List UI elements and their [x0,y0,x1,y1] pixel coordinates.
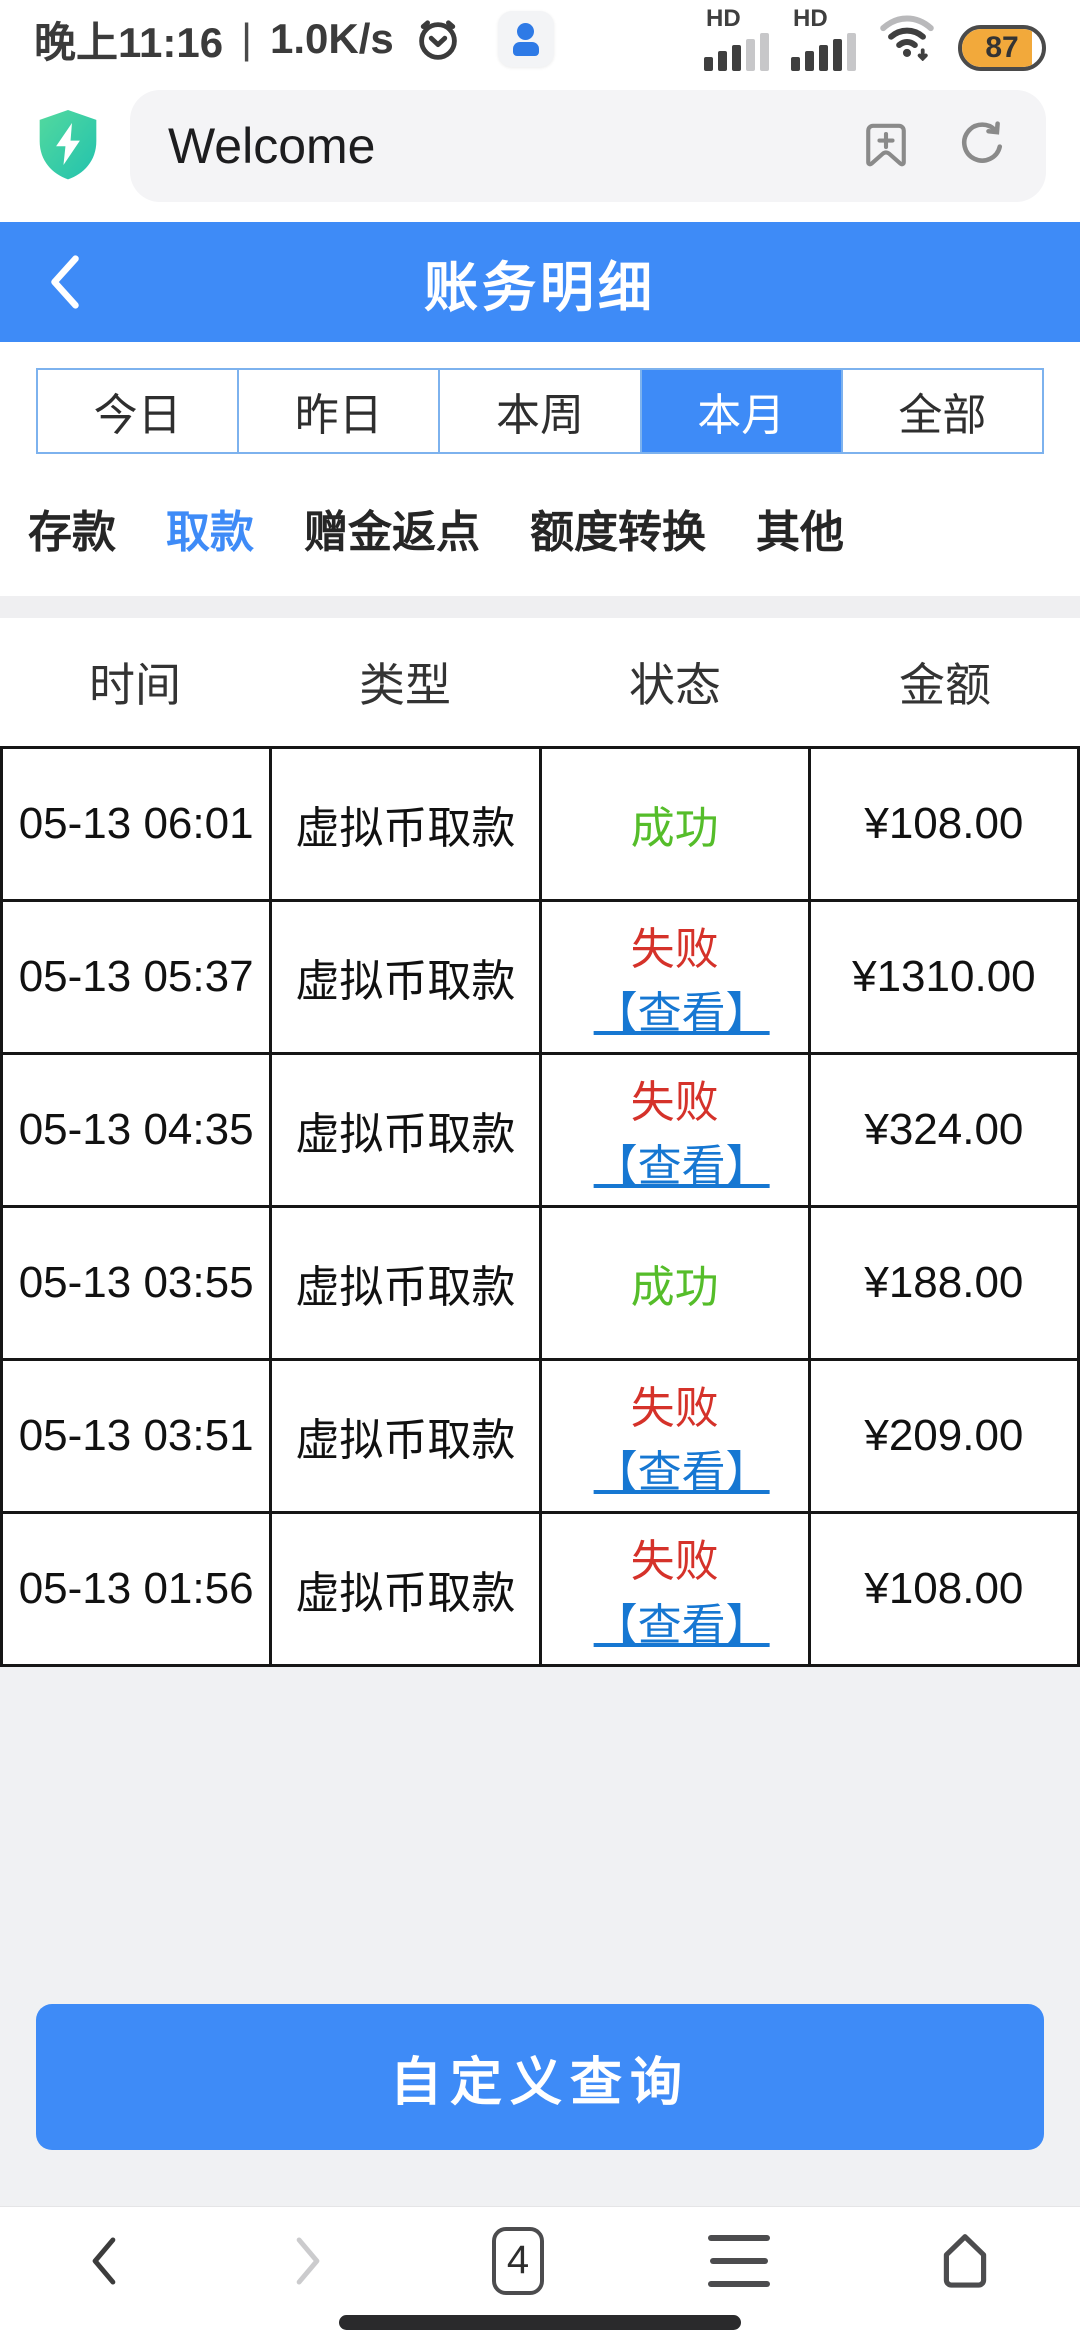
bottom-area: 自定义查询 [0,1667,1080,2206]
cell-time: 05-13 01:56 [0,1511,273,1667]
home-icon[interactable] [934,2230,996,2292]
category-filter-tabs: 存款 取款 赠金返点 额度转换 其他 [0,454,1080,596]
cell-status: 失败【查看】 [538,1511,811,1667]
wifi-icon [878,11,936,71]
cell-status: 失败【查看】 [538,1358,811,1514]
date-tab[interactable]: 本月 [639,370,841,452]
alarm-icon [414,15,462,63]
category-tab[interactable]: 赠金返点 [304,508,480,557]
menu-icon[interactable] [708,2234,770,2287]
status-bar: 晚上11:16 | 1.0K/s HD HD [0,0,1080,71]
status-badge: 失败 [630,1078,719,1127]
date-tab[interactable]: 昨日 [237,370,439,452]
browser-toolbar: Welcome [0,70,1080,222]
cell-time: 05-13 04:35 [0,1052,273,1208]
date-tab[interactable]: 今日 [38,370,238,452]
view-details-link[interactable]: 【查看】 [593,1601,770,1650]
cell-amount: ¥108.00 [807,1511,1080,1667]
cell-amount: ¥188.00 [807,1205,1080,1361]
app-header: 账务明细 [0,222,1080,342]
view-details-link[interactable]: 【查看】 [593,1448,770,1497]
cell-type: 虚拟币取款 [269,1052,542,1208]
status-badge: 成功 [630,804,719,853]
cell-status: 失败【查看】 [538,899,811,1055]
date-filter-tabs: 今日 昨日 本周 本月 全部 [36,368,1044,454]
status-badge: 失败 [630,1384,719,1433]
battery-fill [962,29,1033,67]
browser-bottom-nav: 4 [0,2206,1080,2340]
status-separator: | [241,15,253,62]
table-row: 05-13 04:35 虚拟币取款 失败【查看】 ¥324.00 [0,1052,1080,1208]
column-header-time: 时间 [89,659,181,711]
network-speed: 1.0K/s [270,15,394,62]
signal-icon: HD [791,7,856,71]
table-header-row: 时间 类型 状态 金额 [0,618,1080,746]
cell-amount: ¥108.00 [807,746,1080,902]
battery-percent: 87 [985,31,1019,64]
cell-amount: ¥1310.00 [807,899,1080,1055]
table-row: 05-13 05:37 虚拟币取款 失败【查看】 ¥1310.00 [0,899,1080,1055]
custom-query-button[interactable]: 自定义查询 [36,2004,1044,2150]
category-tab[interactable]: 其他 [756,508,844,557]
cell-type: 虚拟币取款 [269,1205,542,1361]
status-badge: 成功 [630,1263,719,1312]
cell-amount: ¥324.00 [807,1052,1080,1208]
table-row: 05-13 03:55 虚拟币取款 成功 ¥188.00 [0,1205,1080,1361]
back-button[interactable] [44,222,86,342]
category-tab[interactable]: 额度转换 [530,508,706,557]
section-divider [0,596,1080,618]
refresh-icon[interactable] [956,117,1008,176]
cell-status: 失败【查看】 [538,1052,811,1208]
hd-badge: HD [706,5,741,32]
date-tab[interactable]: 全部 [840,370,1043,452]
home-indicator[interactable] [339,2315,741,2330]
back-icon[interactable] [84,2229,124,2293]
table-row: 05-13 03:51 虚拟币取款 失败【查看】 ¥209.00 [0,1358,1080,1514]
records-table-body: 05-13 06:01 虚拟币取款 成功 ¥108.00 05-13 05:37… [0,746,1080,1667]
tabs-icon[interactable]: 4 [492,2226,544,2295]
column-header-type: 类型 [359,659,451,711]
view-details-link[interactable]: 【查看】 [593,989,770,1038]
hd-badge: HD [793,5,828,32]
battery-icon: 87 [958,25,1046,71]
page-title: 账务明细 [424,257,656,318]
date-tab[interactable]: 本周 [438,370,640,452]
status-badge: 失败 [630,1537,719,1586]
cell-type: 虚拟币取款 [269,899,542,1055]
cell-time: 05-13 03:55 [0,1205,273,1361]
bookmark-add-icon[interactable] [860,117,912,176]
cell-time: 05-13 03:51 [0,1358,273,1514]
cell-type: 虚拟币取款 [269,746,542,902]
clock-time: 晚上11:16 [34,18,224,66]
view-details-link[interactable]: 【查看】 [593,1142,770,1191]
signal-icon: HD [704,7,769,71]
category-tab[interactable]: 存款 [28,508,116,557]
cell-type: 虚拟币取款 [269,1511,542,1667]
page-url-text[interactable]: Welcome [168,118,376,174]
status-right: HD HD 87 [704,7,1046,71]
table-row: 05-13 01:56 虚拟币取款 失败【查看】 ¥108.00 [0,1511,1080,1667]
cell-amount: ¥209.00 [807,1358,1080,1514]
address-bar[interactable]: Welcome [130,90,1046,202]
forward-icon[interactable] [288,2229,328,2293]
address-bar-actions [860,117,1008,176]
cell-time: 05-13 06:01 [0,746,273,902]
cell-type: 虚拟币取款 [269,1358,542,1514]
records-table: 05-13 06:01 虚拟币取款 成功 ¥108.00 05-13 05:37… [0,746,1080,1667]
cell-status: 成功 [538,1205,811,1361]
cell-time: 05-13 05:37 [0,899,273,1055]
status-left: 晚上11:16 | 1.0K/s [34,9,554,70]
column-header-amount: 金额 [899,659,991,711]
assistant-icon [497,11,554,67]
tab-count: 4 [506,2238,530,2282]
cell-status: 成功 [538,746,811,902]
shield-icon[interactable] [34,106,102,187]
table-row: 05-13 06:01 虚拟币取款 成功 ¥108.00 [0,746,1080,902]
column-header-status: 状态 [629,659,721,711]
status-badge: 失败 [630,925,719,974]
category-tab[interactable]: 取款 [166,508,254,557]
